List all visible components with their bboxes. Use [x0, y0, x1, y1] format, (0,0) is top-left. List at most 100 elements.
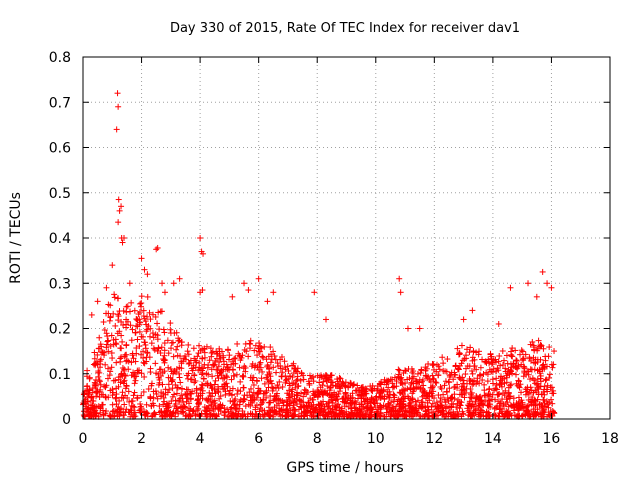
data-point [226, 390, 233, 397]
data-point [459, 410, 466, 417]
data-point [137, 401, 144, 408]
data-point [323, 390, 330, 397]
data-point [541, 365, 548, 372]
data-point [209, 348, 216, 355]
data-point [198, 410, 205, 417]
data-point [542, 377, 549, 384]
data-point [103, 330, 110, 337]
data-point [496, 353, 503, 360]
data-point [493, 381, 500, 388]
data-point [147, 395, 154, 402]
data-point [396, 367, 403, 374]
data-point [522, 351, 529, 358]
data-point [283, 406, 290, 413]
data-point [439, 354, 446, 361]
data-point [198, 371, 205, 378]
data-point [540, 396, 547, 403]
data-point [541, 391, 548, 398]
data-point [530, 344, 537, 351]
data-point [283, 413, 290, 420]
data-point [509, 345, 516, 352]
data-point [189, 367, 196, 374]
data-point [141, 373, 148, 380]
data-point [207, 345, 214, 352]
data-point [233, 405, 240, 412]
data-point [435, 372, 442, 379]
data-point [99, 401, 106, 408]
data-point [143, 401, 150, 408]
data-point [142, 341, 149, 348]
data-point [137, 303, 144, 310]
data-point [521, 368, 528, 375]
data-point [126, 398, 133, 405]
data-point [113, 394, 120, 401]
data-point [403, 413, 410, 420]
data-point [109, 262, 116, 269]
data-point [197, 392, 204, 399]
data-point [547, 408, 554, 415]
data-point [261, 380, 268, 387]
data-point [115, 103, 122, 110]
data-point [524, 386, 531, 393]
data-point [227, 387, 234, 394]
data-point [206, 389, 213, 396]
data-point [357, 409, 364, 416]
data-point [316, 374, 323, 381]
data-point [414, 397, 421, 404]
data-point [402, 368, 409, 375]
data-point [88, 413, 95, 420]
data-point [488, 361, 495, 368]
data-point [207, 392, 214, 399]
data-point [432, 379, 439, 386]
data-point [462, 371, 469, 378]
data-point [118, 203, 125, 210]
data-point [390, 398, 397, 405]
data-point [229, 293, 236, 300]
data-point [347, 412, 354, 419]
data-point [457, 402, 464, 409]
data-point [108, 332, 115, 339]
data-point [136, 343, 143, 350]
data-point [329, 379, 336, 386]
data-point [473, 366, 480, 373]
data-point [138, 405, 145, 412]
data-point [279, 398, 286, 405]
y-axis-label: ROTI / TECUs [8, 192, 24, 284]
data-point [88, 311, 95, 318]
x-tick-label: 12 [425, 431, 443, 447]
y-tick-labels: 0 0.1 0.2 0.3 0.4 0.5 0.6 0.7 0.8 [49, 50, 71, 428]
data-point [118, 345, 125, 352]
data-point [368, 404, 375, 411]
data-point [417, 384, 424, 391]
data-point [458, 399, 465, 406]
data-point [464, 405, 471, 412]
data-point [248, 397, 255, 404]
data-point [251, 347, 258, 354]
data-point [308, 402, 315, 409]
data-point [477, 393, 484, 400]
data-point [290, 360, 297, 367]
data-point [481, 381, 488, 388]
data-point [221, 412, 228, 419]
data-point [127, 308, 134, 315]
data-point [323, 316, 330, 323]
data-point [461, 394, 468, 401]
data-point [503, 374, 510, 381]
data-point [112, 340, 119, 347]
data-point [273, 395, 280, 402]
data-point [129, 326, 136, 333]
data-point [294, 401, 301, 408]
data-point [293, 391, 300, 398]
data-point [191, 379, 198, 386]
data-point [543, 376, 550, 383]
data-point [185, 351, 192, 358]
data-point [272, 356, 279, 363]
data-point [91, 349, 98, 356]
data-point [419, 393, 426, 400]
data-point [292, 368, 299, 375]
data-point [524, 407, 531, 414]
data-point [236, 364, 243, 371]
data-point [167, 374, 174, 381]
data-point [487, 351, 494, 358]
data-point [538, 405, 545, 412]
